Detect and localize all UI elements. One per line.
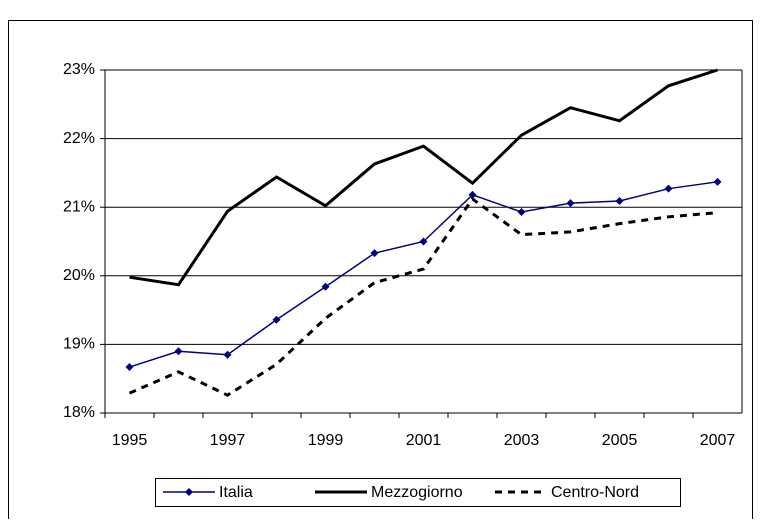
legend-marker [185, 488, 193, 496]
legend-label: Mezzogiorno [371, 484, 463, 501]
x-tick-label: 1997 [210, 432, 246, 449]
series-line [129, 68, 718, 287]
x-tick-label: 2005 [602, 432, 638, 449]
point-marker [713, 177, 722, 186]
legend-box [155, 478, 681, 507]
point-marker [125, 363, 134, 372]
y-tick-label: 18% [63, 404, 95, 421]
legend-label: Italia [219, 484, 253, 501]
x-tick-label: 2001 [406, 432, 442, 449]
legend-label: Centro-Nord [551, 484, 639, 501]
x-tick-label: 1999 [308, 432, 344, 449]
point-marker [370, 249, 379, 258]
point-marker [615, 197, 624, 206]
point-marker [223, 350, 232, 359]
point-marker [664, 184, 673, 193]
chart-frame [8, 20, 753, 524]
point-marker [419, 237, 428, 246]
x-tick-label: 1995 [112, 432, 148, 449]
y-tick-label: 20% [63, 267, 95, 284]
point-marker [517, 208, 526, 217]
x-tick-label: 2003 [504, 432, 540, 449]
y-tick-label: 21% [63, 198, 95, 215]
y-tick-label: 22% [63, 130, 95, 147]
y-tick-label: 23% [63, 61, 95, 78]
point-marker [566, 199, 575, 208]
x-tick-label: 2007 [700, 432, 736, 449]
series-line [128, 196, 718, 397]
series-line [129, 181, 718, 368]
y-tick-label: 19% [63, 336, 95, 353]
point-marker [321, 282, 330, 291]
point-marker [272, 315, 281, 324]
point-marker [468, 190, 477, 199]
point-marker [174, 347, 183, 356]
